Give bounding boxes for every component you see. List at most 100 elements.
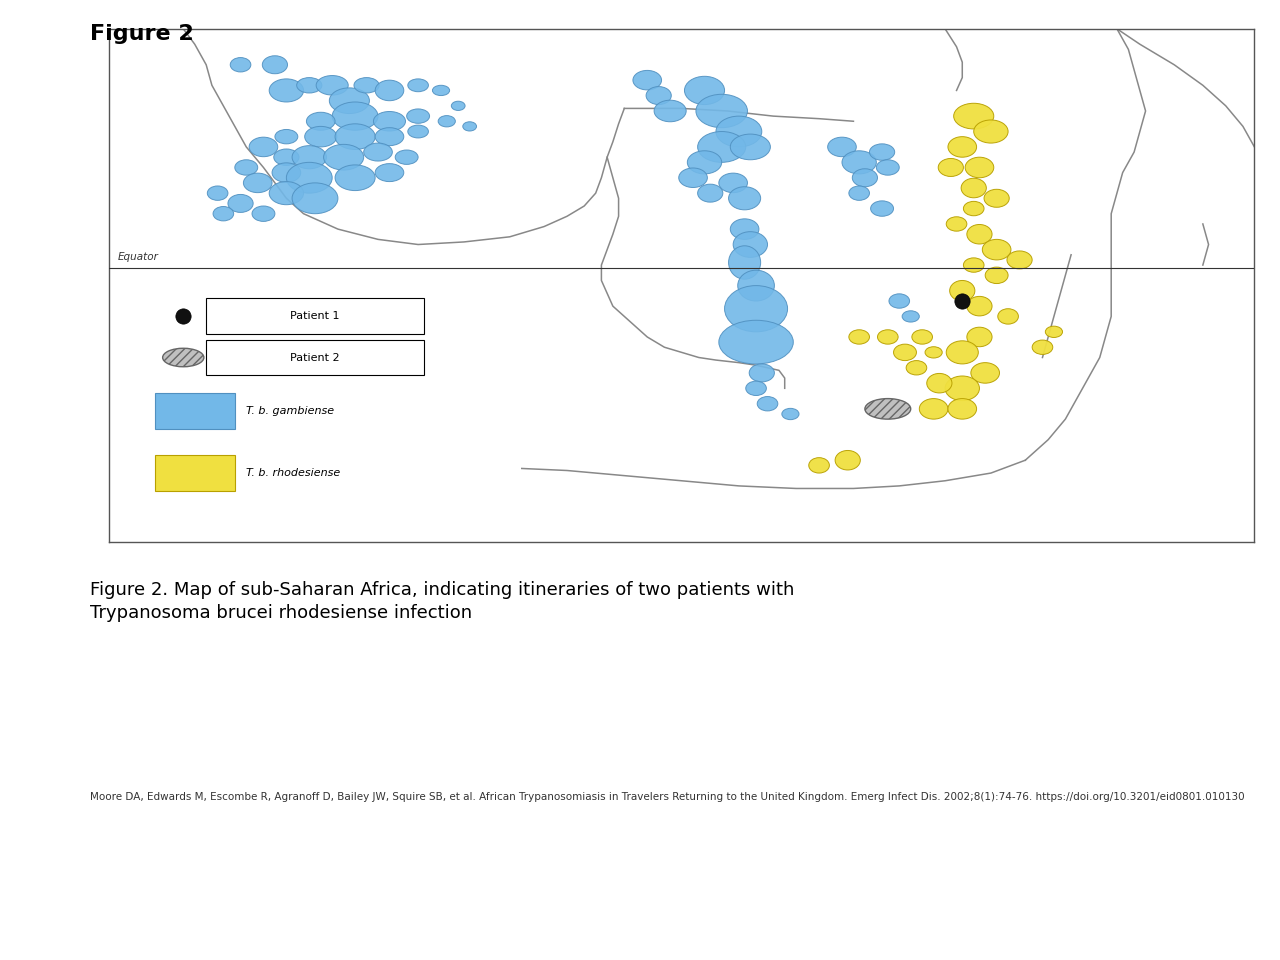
Ellipse shape: [335, 165, 375, 191]
Ellipse shape: [731, 134, 771, 159]
FancyBboxPatch shape: [206, 299, 424, 334]
Ellipse shape: [274, 149, 300, 165]
Ellipse shape: [877, 159, 900, 175]
Ellipse shape: [809, 458, 829, 473]
Ellipse shape: [329, 88, 370, 113]
Ellipse shape: [938, 158, 964, 177]
Ellipse shape: [964, 258, 984, 273]
Ellipse shape: [1032, 340, 1052, 354]
Ellipse shape: [724, 286, 787, 332]
Ellipse shape: [646, 86, 671, 105]
Ellipse shape: [292, 182, 338, 214]
Ellipse shape: [374, 111, 406, 131]
Ellipse shape: [297, 78, 321, 93]
Ellipse shape: [463, 122, 476, 131]
Text: T. b. gambiense: T. b. gambiense: [246, 406, 334, 417]
Text: Equator: Equator: [118, 252, 159, 262]
Ellipse shape: [948, 398, 977, 420]
Ellipse shape: [698, 132, 746, 162]
Ellipse shape: [408, 79, 429, 92]
Ellipse shape: [902, 311, 919, 322]
Ellipse shape: [911, 330, 933, 344]
Ellipse shape: [966, 297, 992, 316]
Ellipse shape: [407, 108, 430, 123]
Ellipse shape: [262, 56, 288, 74]
Ellipse shape: [306, 112, 335, 131]
Ellipse shape: [728, 187, 760, 210]
Ellipse shape: [433, 85, 449, 96]
Ellipse shape: [974, 120, 1009, 143]
Ellipse shape: [986, 267, 1009, 283]
Ellipse shape: [966, 327, 992, 347]
Ellipse shape: [728, 246, 760, 279]
Text: T. b. rhodesiense: T. b. rhodesiense: [246, 468, 340, 478]
Ellipse shape: [970, 363, 1000, 383]
Ellipse shape: [737, 270, 774, 301]
Ellipse shape: [782, 408, 799, 420]
Ellipse shape: [906, 361, 927, 375]
Ellipse shape: [252, 206, 275, 222]
Ellipse shape: [452, 101, 465, 110]
Ellipse shape: [228, 195, 253, 212]
Ellipse shape: [852, 169, 878, 187]
Text: Moore DA, Edwards M, Escombe R, Agranoff D, Bailey JW, Squire SB, et al. African: Moore DA, Edwards M, Escombe R, Agranoff…: [90, 792, 1244, 802]
Ellipse shape: [696, 94, 748, 128]
Ellipse shape: [733, 231, 768, 257]
Ellipse shape: [746, 381, 767, 396]
Ellipse shape: [893, 344, 916, 361]
Ellipse shape: [212, 206, 234, 221]
Ellipse shape: [948, 136, 977, 157]
Ellipse shape: [305, 127, 337, 147]
Bar: [155, 455, 234, 491]
Ellipse shape: [375, 163, 403, 181]
Ellipse shape: [925, 347, 942, 358]
Ellipse shape: [698, 184, 723, 203]
Ellipse shape: [966, 225, 992, 244]
Ellipse shape: [364, 143, 393, 161]
Ellipse shape: [719, 321, 794, 364]
Ellipse shape: [355, 78, 379, 93]
Ellipse shape: [878, 330, 899, 344]
Ellipse shape: [964, 202, 984, 216]
Ellipse shape: [1007, 251, 1032, 269]
Ellipse shape: [678, 168, 708, 187]
Ellipse shape: [275, 130, 298, 144]
Ellipse shape: [835, 450, 860, 470]
Bar: [155, 394, 234, 429]
Ellipse shape: [375, 128, 403, 146]
Ellipse shape: [230, 58, 251, 72]
Ellipse shape: [269, 79, 303, 102]
Ellipse shape: [375, 81, 403, 101]
Ellipse shape: [869, 144, 895, 160]
Ellipse shape: [719, 173, 748, 193]
Ellipse shape: [828, 137, 856, 156]
Ellipse shape: [269, 181, 303, 204]
Text: Patient 2: Patient 2: [291, 352, 339, 363]
Ellipse shape: [287, 162, 333, 193]
Ellipse shape: [950, 280, 975, 301]
Text: Figure 2: Figure 2: [90, 24, 193, 44]
Ellipse shape: [954, 104, 993, 129]
Ellipse shape: [207, 186, 228, 201]
Ellipse shape: [273, 163, 301, 182]
Ellipse shape: [292, 146, 326, 169]
Ellipse shape: [1046, 326, 1062, 338]
Ellipse shape: [982, 239, 1011, 260]
Ellipse shape: [685, 76, 724, 105]
Ellipse shape: [758, 396, 778, 411]
Circle shape: [163, 348, 204, 367]
Ellipse shape: [335, 124, 375, 150]
Ellipse shape: [731, 219, 759, 239]
Ellipse shape: [945, 376, 979, 400]
Ellipse shape: [333, 102, 378, 131]
Ellipse shape: [888, 294, 910, 308]
Ellipse shape: [842, 151, 877, 174]
Ellipse shape: [749, 364, 774, 382]
Ellipse shape: [716, 116, 762, 147]
Circle shape: [865, 398, 911, 420]
FancyBboxPatch shape: [132, 276, 521, 532]
Ellipse shape: [687, 151, 722, 174]
Ellipse shape: [946, 217, 966, 231]
Ellipse shape: [919, 398, 948, 420]
Text: Patient 1: Patient 1: [291, 311, 339, 322]
